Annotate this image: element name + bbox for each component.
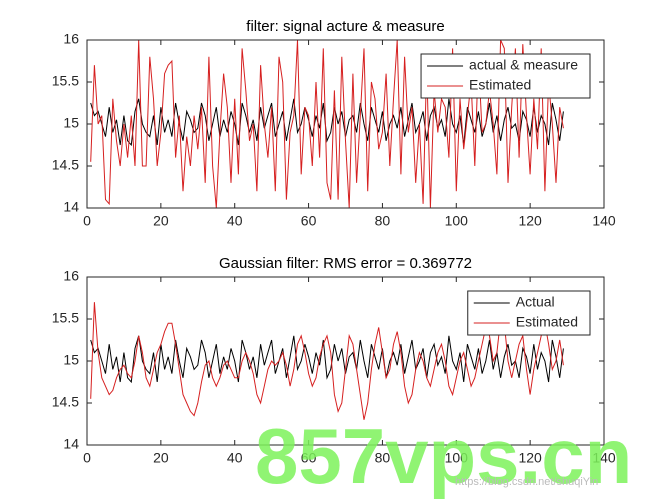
series-line [90,98,564,147]
x-tick-label: 20 [153,213,169,229]
y-tick-label: 15 [63,115,79,131]
x-tick-label: 40 [227,213,243,229]
legend-box [467,290,591,336]
watermark-url: https://blog.csdn.net/shuqiYin [455,476,598,488]
legend-box [420,53,591,99]
y-tick-label: 16 [63,31,79,47]
x-tick-label: 0 [83,213,91,229]
axes-box [86,39,605,209]
legend-label: actual & measure [469,57,578,73]
y-tick-label: 16 [63,268,79,284]
x-tick-label: 100 [445,450,469,466]
x-tick-label: 80 [375,450,391,466]
x-tick-label: 120 [518,213,542,229]
series-line [90,39,564,209]
legend-label: Estimated [516,314,578,330]
watermark: 857vps.cn [255,412,632,500]
x-tick-label: 60 [301,450,317,466]
y-tick-label: 14.5 [52,157,79,173]
legend-label: Estimated [469,77,531,93]
x-tick-label: 60 [301,213,317,229]
chart-title: Gaussian filter: RMS error = 0.369772 [219,255,472,272]
y-tick-label: 15 [63,352,79,368]
y-tick-label: 15.5 [52,73,79,89]
y-tick-label: 14 [63,436,79,452]
y-tick-label: 15.5 [52,310,79,326]
x-tick-label: 140 [592,450,616,466]
x-tick-label: 20 [153,450,169,466]
x-tick-label: 100 [445,213,469,229]
y-tick-label: 14.5 [52,394,79,410]
series-line [90,335,564,384]
legend-label: Actual [516,294,555,310]
x-tick-label: 80 [375,213,391,229]
y-tick-label: 14 [63,199,79,215]
x-tick-label: 40 [227,450,243,466]
chart-title: filter: signal acture & measure [246,18,444,35]
axes-box [86,276,605,446]
x-tick-label: 140 [592,213,616,229]
x-tick-label: 120 [518,450,542,466]
x-tick-label: 0 [83,450,91,466]
